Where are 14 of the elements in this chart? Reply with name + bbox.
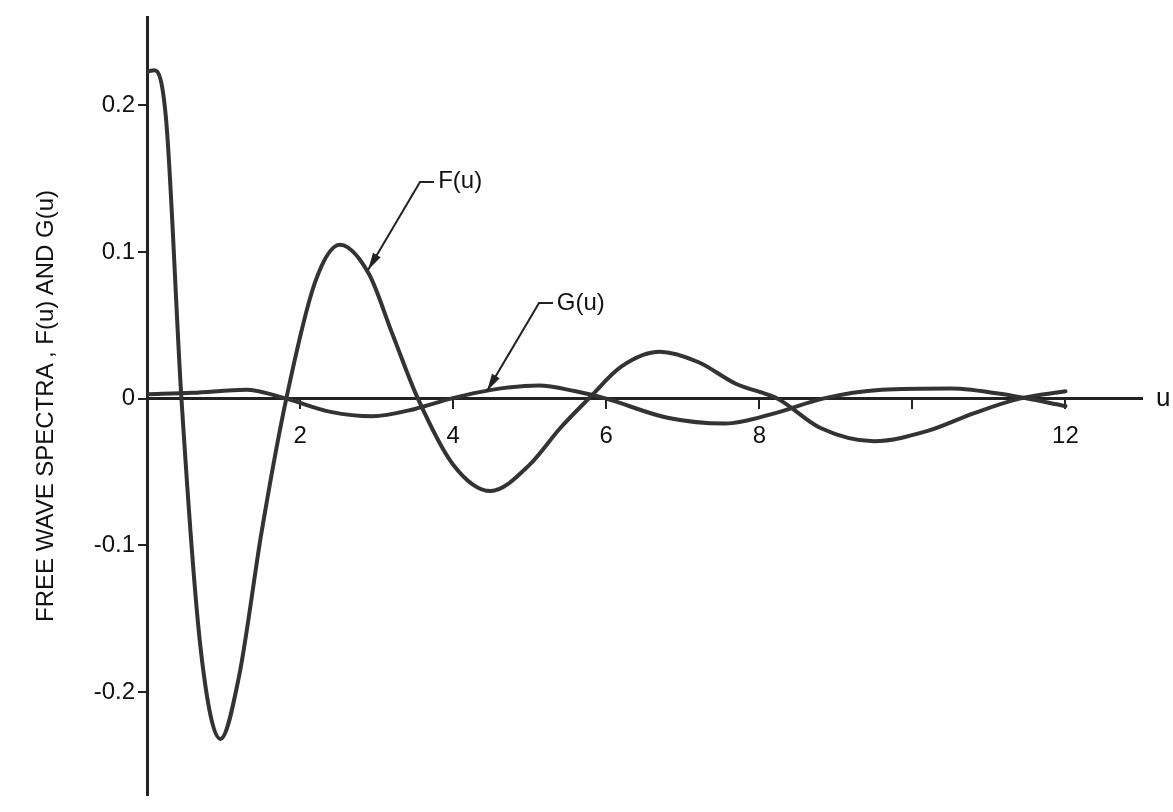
x-tick-label: 8 [752, 420, 766, 448]
x-axis-title: u [1156, 381, 1171, 412]
y-tick-label: 0 [121, 383, 135, 411]
y-axis-title: FREE WAVE SPECTRA , F(u) AND G(u) [31, 189, 59, 623]
x-tick-label: 6 [599, 420, 613, 448]
y-tick-label: -0.1 [93, 529, 135, 557]
x-tick-label: 2 [293, 420, 307, 448]
annotation: F(u) [438, 166, 483, 194]
y-tick-label: 0.2 [101, 90, 135, 118]
x-tick-label: 4 [446, 420, 460, 448]
y-tick-label: -0.2 [93, 676, 135, 704]
y-tick-label: 0.1 [101, 236, 135, 264]
x-tick-label: 12 [1052, 420, 1079, 448]
annotation: G(u) [556, 287, 605, 315]
